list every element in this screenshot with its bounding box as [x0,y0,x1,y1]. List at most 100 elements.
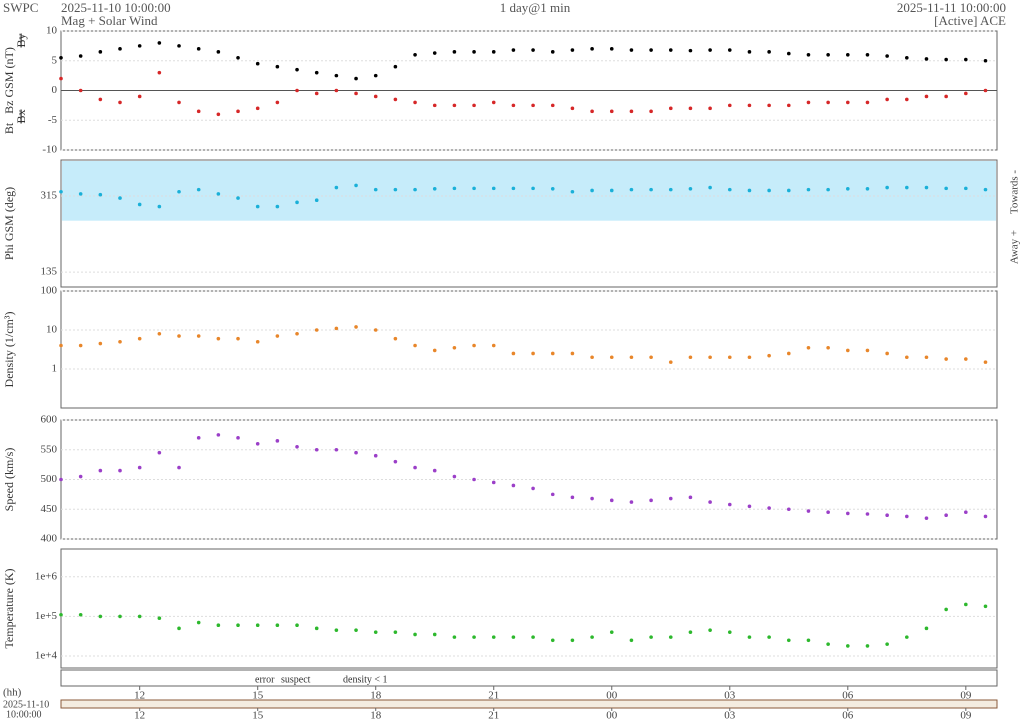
y-tick-label: 450 [41,503,58,515]
y-tick-label: 135 [41,266,58,278]
data-point [413,53,417,57]
data-point [196,620,201,625]
data-point [806,53,811,57]
data-point [905,55,909,60]
data-point [609,498,614,503]
data-point [531,103,535,108]
data-point [964,91,968,96]
y-axis-label: Density (1/cm³) [2,312,16,388]
data-point [472,103,476,108]
data-point [747,188,752,193]
data-point [590,496,594,501]
data-point [452,50,457,54]
data-point [118,614,122,619]
data-point [924,355,929,360]
time-unit: (hh) [3,687,22,699]
y-tick-label: -5 [48,114,58,126]
status-label: error [255,674,275,685]
y-axis-label: Bx [14,109,28,123]
y-tick-label: 1e+6 [35,570,58,582]
data-point [491,343,496,348]
data-point [354,450,358,455]
x-tick-label: 09 [960,710,972,722]
data-point [983,360,988,364]
data-point [196,187,201,192]
start-time: 2025-11-10 10:00:00 [61,0,171,15]
data-point [531,186,535,191]
data-point [727,48,732,52]
data-point [236,436,240,440]
data-point [373,94,378,99]
data-point [255,623,260,627]
data-point [609,109,614,114]
data-point [236,196,240,200]
data-point [157,70,162,75]
data-point [216,433,221,437]
data-point [373,73,378,78]
data-point [747,50,752,54]
data-point [413,632,417,637]
data-point [865,644,870,648]
data-point [806,100,811,105]
data-point [472,343,476,348]
data-point [511,48,516,52]
data-point [354,183,358,188]
y-axis-label: Bz GSM (nT) [2,47,16,114]
y-tick-label: 5 [52,54,58,66]
data-point [393,630,398,634]
data-point [354,628,358,632]
data-point [570,495,575,500]
data-point [590,47,594,51]
data-point [865,186,870,191]
data-point [452,186,457,191]
data-point [452,345,457,350]
data-point [236,55,240,60]
data-point [924,516,929,520]
data-point [511,483,516,488]
data-point [275,100,280,105]
data-point [78,474,83,479]
data-point [629,109,634,114]
x-tick-label: 18 [370,710,382,722]
data-point [570,106,575,111]
data-point [629,500,634,504]
data-point [373,187,378,192]
data-point [373,328,378,332]
y-tick-label: -10 [42,144,57,156]
data-point [905,514,909,519]
data-point [649,48,653,52]
data-point [78,54,83,58]
data-point [432,51,437,55]
data-point [373,630,378,634]
data-point [137,336,142,341]
data-point [354,91,358,96]
data-point [885,97,889,102]
data-point [275,334,280,338]
data-point [118,468,122,473]
data-point [649,635,653,639]
y-tick-label: 600 [41,414,58,426]
start-date: 2025-11-10 [3,699,49,710]
data-point [846,511,850,516]
data-point [531,48,535,52]
y-tick-label: 100 [41,285,58,297]
data-point [708,628,712,632]
data-point [275,623,280,627]
data-point [511,351,516,356]
data-point [905,185,909,190]
data-point [314,198,319,203]
data-point [767,188,771,193]
data-point [432,632,437,637]
data-point [98,614,103,619]
data-point [747,103,752,108]
data-point [137,202,142,207]
data-point [767,635,771,639]
y-tick-label: 10 [46,324,58,336]
data-point [609,355,614,360]
data-point [393,64,398,69]
data-point [590,635,594,639]
data-point [708,185,712,190]
data-point [905,355,909,360]
data-point [196,109,201,114]
data-point [334,73,339,78]
